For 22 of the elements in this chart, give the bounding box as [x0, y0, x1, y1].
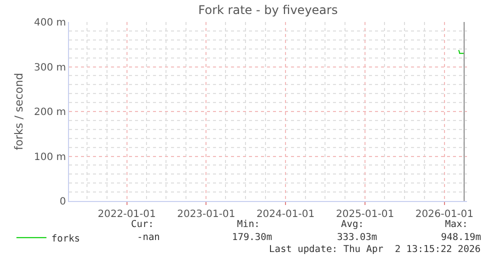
- text: Avg:: [341, 219, 364, 230]
- y-tick-label: 400 m: [34, 18, 66, 28]
- y-axis-title: forks / second: [12, 72, 26, 150]
- text: -nan: [137, 232, 160, 243]
- x-tick-label: 2025-01-01: [336, 209, 394, 220]
- x-tick-label: 2024-01-01: [256, 209, 315, 220]
- legend-label: forks: [51, 233, 80, 244]
- x-tick-label: 2023-01-01: [177, 209, 236, 220]
- text: Max:: [445, 219, 468, 230]
- y-tick-label: 200 m: [34, 107, 66, 118]
- text: Last update: Thu Apr 2 13:15:22 2026: [269, 244, 481, 255]
- x-tick-label: 2026-01-01: [415, 209, 474, 220]
- chart-title: Fork rate - by fiveyears: [198, 3, 338, 18]
- y-tick-label: 100 m: [34, 152, 66, 163]
- text: 948.19m: [441, 232, 482, 243]
- text: Cur:: [131, 219, 154, 230]
- x-tick-label: 2022-01-01: [98, 209, 156, 220]
- y-tick-label: 300 m: [34, 62, 66, 74]
- text: Min:: [237, 219, 260, 230]
- y-tick-label: 0: [60, 196, 66, 208]
- text: 333.03m: [337, 232, 378, 243]
- text: 179.30m: [232, 232, 272, 243]
